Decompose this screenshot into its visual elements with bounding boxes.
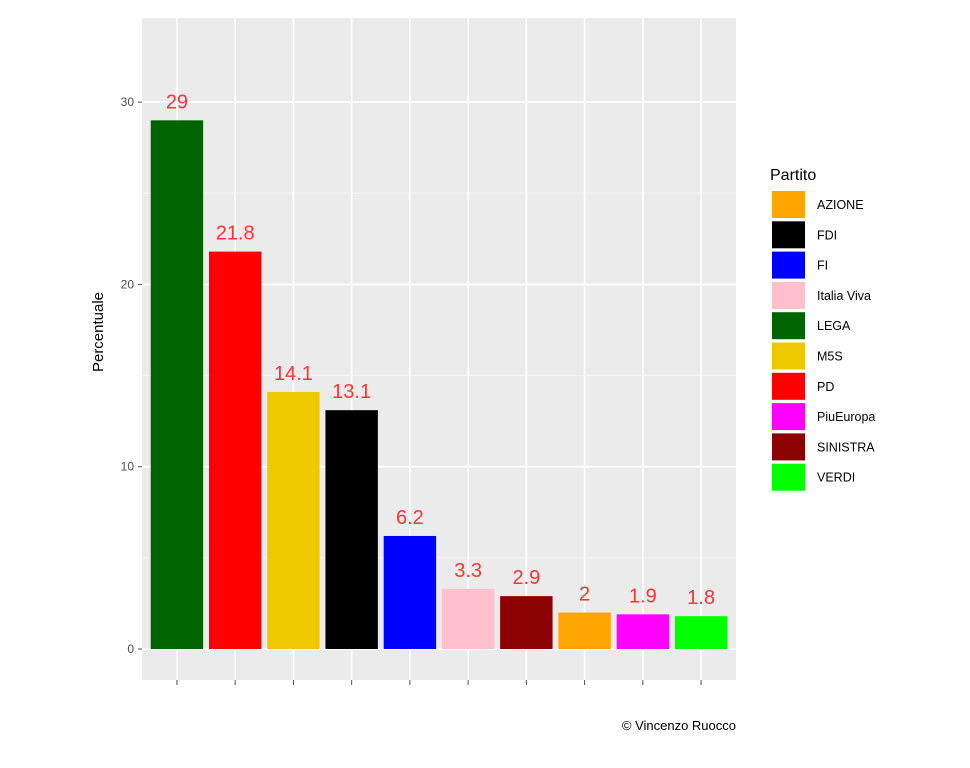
legend-title: Partito	[770, 167, 816, 184]
legend-label: FI	[817, 259, 828, 273]
legend-label: VERDI	[817, 471, 855, 485]
legend-label: PD	[817, 380, 834, 394]
data-label: 1.9	[629, 585, 657, 607]
legend-key	[772, 463, 805, 491]
legend-key	[772, 372, 805, 400]
legend-key	[772, 433, 805, 461]
caption: © Vincenzo Ruocco	[622, 718, 736, 733]
bar-lega	[150, 120, 204, 649]
y-axis-title: Percentuale	[90, 292, 107, 372]
legend-label: FDI	[817, 228, 837, 242]
y-tick-label: 20	[121, 277, 135, 291]
legend: Partito AZIONE FDI FI Italia Viva LEGA M5S PD P…	[770, 167, 875, 491]
bar-m5s	[267, 391, 320, 649]
y-tick-label: 30	[121, 95, 135, 109]
legend-key	[772, 251, 805, 279]
data-label: 14.1	[274, 363, 313, 385]
bars	[150, 120, 728, 649]
legend-label: AZIONE	[817, 198, 864, 212]
legend-key	[772, 403, 805, 431]
legend-key	[772, 342, 805, 370]
data-label: 2	[579, 584, 590, 606]
data-label: 3.3	[454, 560, 482, 582]
bar-verdi	[674, 616, 728, 649]
bar-pd	[208, 251, 262, 649]
data-labels: 29 21.8 14.1 13.1 6.2 3.3 2.9 2 1.9 1.8	[166, 91, 715, 609]
x-axis	[176, 680, 702, 685]
legend-label: PiuEuropa	[817, 410, 875, 424]
legend-label: M5S	[817, 350, 843, 364]
legend-key	[772, 191, 805, 218]
data-label: 29	[166, 91, 188, 113]
bar-italia-viva	[441, 588, 495, 649]
legend-label: SINISTRA	[817, 440, 875, 454]
bar-piueuropa	[616, 614, 670, 649]
legend-label: LEGA	[817, 319, 851, 333]
y-tick-label: 10	[121, 460, 135, 474]
bar-azione	[558, 612, 611, 649]
y-axis: 0 10 20 30	[121, 95, 142, 656]
data-label: 1.8	[687, 587, 715, 609]
data-label: 13.1	[332, 381, 371, 403]
data-label: 21.8	[216, 223, 255, 245]
data-label: 6.2	[396, 507, 424, 529]
legend-label: Italia Viva	[817, 289, 871, 303]
data-label: 2.9	[512, 567, 540, 589]
bar-fdi	[325, 410, 378, 649]
bar-fi	[383, 535, 437, 649]
legend-key	[772, 221, 805, 249]
y-tick-label: 0	[127, 642, 134, 656]
legend-key	[772, 312, 805, 340]
legend-key	[772, 281, 805, 309]
bar-sinistra	[500, 596, 553, 649]
